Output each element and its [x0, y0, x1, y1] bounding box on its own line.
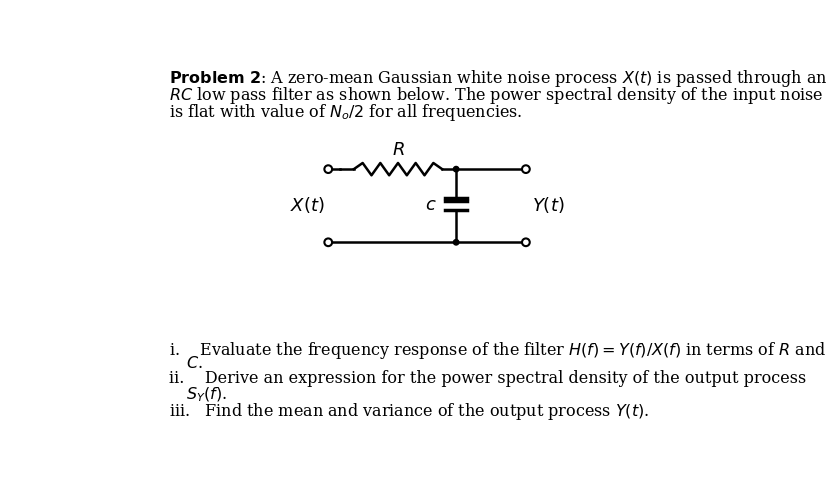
Circle shape	[521, 166, 529, 174]
Text: $c$: $c$	[424, 196, 436, 214]
Text: $Y(t)$: $Y(t)$	[532, 195, 564, 215]
Circle shape	[324, 166, 332, 174]
Text: $R$: $R$	[391, 140, 404, 158]
Text: $\mathbf{Problem\ 2}$: A zero-mean Gaussian white noise process $X(t)$ is passed: $\mathbf{Problem\ 2}$: A zero-mean Gauss…	[170, 68, 827, 88]
Text: is flat with value of $N_o/2$ for all frequencies.: is flat with value of $N_o/2$ for all fr…	[170, 101, 523, 122]
Text: $C$.: $C$.	[186, 354, 203, 371]
Text: $S_Y(f)$.: $S_Y(f)$.	[186, 385, 227, 403]
Text: i.    Evaluate the frequency response of the filter $H(f) = Y(f)/X(f)$ in terms : i. Evaluate the frequency response of th…	[170, 339, 826, 360]
Text: iii.   Find the mean and variance of the output process $Y(t)$.: iii. Find the mean and variance of the o…	[170, 400, 649, 421]
Circle shape	[453, 167, 458, 172]
Circle shape	[324, 239, 332, 247]
Circle shape	[453, 240, 458, 245]
Text: $RC$ low pass filter as shown below. The power spectral density of the input noi: $RC$ low pass filter as shown below. The…	[170, 84, 823, 106]
Text: ii.    Derive an expression for the power spectral density of the output process: ii. Derive an expression for the power s…	[170, 370, 805, 386]
Text: $X(t)$: $X(t)$	[289, 195, 324, 215]
Circle shape	[521, 239, 529, 247]
